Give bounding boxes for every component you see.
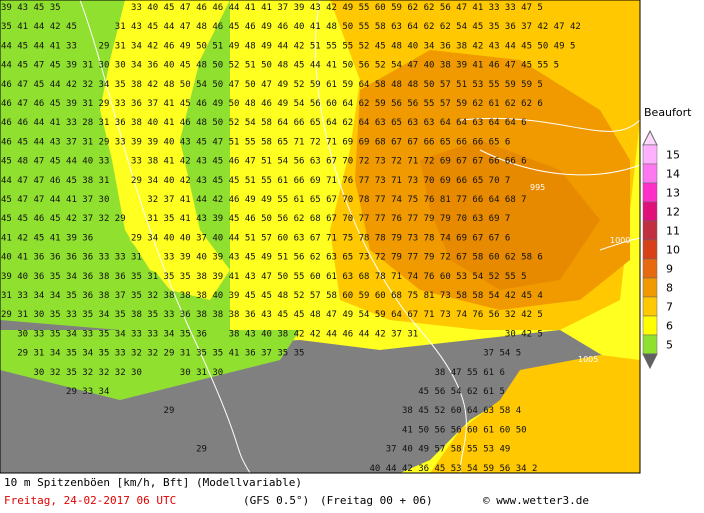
legend-swatch — [642, 182, 658, 203]
value-row: 45 45 46 45 42 37 32 29 31 35 41 43 39 4… — [1, 214, 510, 224]
map-frame — [0, 0, 641, 474]
legend-title: Beaufort — [644, 106, 692, 119]
value-row: 44 45 47 45 39 31 30 30 34 36 40 45 48 5… — [1, 61, 559, 71]
value-row: 40 41 36 36 36 36 33 33 31 33 39 40 39 4… — [1, 253, 543, 263]
field-green-coast — [0, 330, 300, 400]
value-row: 45 47 47 44 41 37 30 32 37 41 44 42 46 4… — [1, 195, 527, 205]
field-bft9 — [420, 140, 600, 290]
footer-credit: © www.wetter3.de — [483, 494, 589, 507]
legend-swatch — [642, 334, 658, 355]
field-bft7-south — [430, 355, 640, 473]
isobars — [79, 0, 641, 474]
legend-label: 8 — [666, 282, 673, 295]
value-row: 45 48 47 45 44 40 33 33 38 41 42 43 45 4… — [1, 157, 527, 167]
value-row: 29 33 34 45 56 54 62 61 5 — [1, 387, 505, 397]
value-row: 46 46 44 41 33 28 31 36 38 40 41 46 48 5… — [1, 118, 527, 128]
value-row: 46 47 45 44 42 32 34 35 38 42 48 50 54 5… — [1, 80, 543, 90]
value-row: 39 43 45 35 33 40 45 47 46 46 44 41 41 3… — [1, 3, 543, 13]
legend-swatch — [642, 239, 658, 260]
legend-swatch — [642, 315, 658, 336]
legend-swatch — [642, 277, 658, 298]
footer-date: Freitag, 24-02-2017 06 UTC — [4, 494, 176, 507]
legend-swatch — [642, 163, 658, 184]
legend-label: 12 — [666, 206, 680, 219]
isobar-label: 995 — [530, 183, 545, 192]
legend-label: 5 — [666, 339, 673, 352]
legend-label: 13 — [666, 187, 680, 200]
legend-label: 14 — [666, 168, 680, 181]
isobar-label: 1005 — [578, 355, 598, 364]
legend-cap-top — [642, 129, 658, 146]
legend-swatch — [642, 201, 658, 222]
legend-label: 11 — [666, 225, 680, 238]
value-row: 41 42 45 41 39 36 29 34 40 40 37 40 44 5… — [1, 233, 510, 243]
footer-model: (GFS 0.5°) — [243, 494, 309, 507]
footer-run: (Freitag 00 + 06) — [320, 494, 433, 507]
legend-swatch — [642, 220, 658, 241]
legend-label: 10 — [666, 244, 680, 257]
isobar-label: 1000 — [610, 236, 630, 245]
value-row: 44 47 47 46 45 38 31 29 34 40 42 43 45 4… — [1, 176, 510, 186]
value-row: 46 45 44 43 37 31 29 33 39 39 40 43 45 4… — [1, 137, 510, 147]
legend-label: 15 — [666, 149, 680, 162]
legend-label: 6 — [666, 320, 673, 333]
value-row: 31 33 34 34 35 36 38 37 35 32 38 38 38 4… — [1, 291, 543, 301]
legend-swatch — [642, 296, 658, 317]
value-row: 29 31 30 35 33 35 34 35 38 35 33 36 38 3… — [1, 310, 543, 320]
value-row: 35 41 44 42 45 31 43 45 44 47 48 46 45 4… — [1, 22, 581, 32]
legend-cap-bottom — [642, 353, 658, 370]
value-row: 29 31 34 35 34 35 33 32 32 29 31 35 35 4… — [1, 349, 521, 359]
value-row: 29 37 40 49 57 58 55 53 49 — [1, 445, 510, 455]
value-row: 46 47 46 45 39 31 29 33 36 37 41 45 46 4… — [1, 99, 543, 109]
value-row: 30 33 35 34 33 35 34 33 33 34 35 36 38 4… — [1, 329, 543, 339]
legend-label: 9 — [666, 263, 673, 276]
legend-label: 7 — [666, 301, 673, 314]
legend-swatch — [642, 258, 658, 279]
footer-variable: 10 m Spitzenböen [km/h, Bft] (Modellvari… — [4, 476, 302, 489]
value-row: 40 44 42 36 45 53 54 59 56 34 2 — [1, 464, 537, 474]
legend-swatch — [642, 144, 658, 165]
value-row: 39 40 36 35 34 36 38 36 35 31 35 35 38 3… — [1, 272, 527, 282]
value-row: 41 50 56 56 60 61 60 50 — [1, 425, 527, 435]
value-row: 30 32 35 32 32 32 30 30 31 30 38 47 55 6… — [1, 368, 505, 378]
field-yellow-2 — [90, 0, 210, 285]
value-row: 29 38 45 52 60 64 63 58 4 — [1, 406, 521, 416]
value-row: 44 45 44 41 33 29 31 34 42 46 49 50 51 4… — [1, 41, 575, 51]
